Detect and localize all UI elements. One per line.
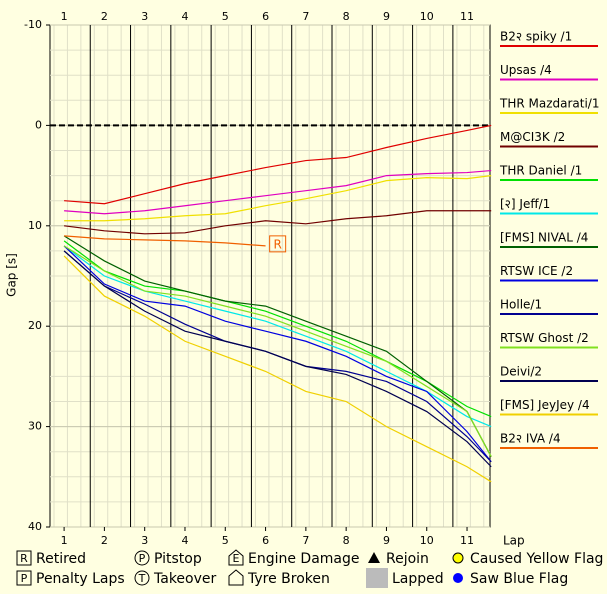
key-symbol: P <box>21 572 28 585</box>
x-tick-label: 1 <box>61 534 68 547</box>
x-tick-label: 9 <box>383 534 390 547</box>
series-line <box>64 210 492 235</box>
x-tick-label-top: 2 <box>101 10 108 23</box>
key-label: Penalty Laps <box>36 571 125 587</box>
key-symbol: P <box>139 552 146 565</box>
x-tick-label: 10 <box>420 534 434 547</box>
series-line <box>64 235 266 247</box>
x-tick-label: 7 <box>302 534 309 547</box>
x-tick-label-top: 3 <box>141 10 148 23</box>
legend-label: THR Daniel /1 <box>499 164 582 178</box>
x-tick-label-top: 11 <box>460 10 474 23</box>
key-label: Pitstop <box>154 551 202 567</box>
key-label: Engine Damage <box>248 551 360 567</box>
legend-label: THR Mazdarati/1 <box>499 97 600 111</box>
key-symbol: R <box>20 552 28 565</box>
y-tick-label: 20 <box>28 319 42 332</box>
series-line <box>63 245 492 463</box>
legend-label: [FMS] JeyJey /4 <box>500 398 590 412</box>
key-icon <box>228 549 244 566</box>
key-icon <box>16 570 32 586</box>
legend-label: B2२ spiky /1 <box>500 30 572 44</box>
legend-label: B2२ IVA /4 <box>500 432 561 446</box>
key-label: Takeover <box>153 571 216 587</box>
legend-label: Holle/1 <box>500 298 542 312</box>
marker-label: R <box>273 237 281 251</box>
x-tick-label: 4 <box>181 534 188 547</box>
series-line <box>63 245 492 428</box>
x-tick-label-top: 10 <box>420 10 434 23</box>
x-tick-label-top: 8 <box>343 10 350 23</box>
y-axis-label: Gap [s] <box>5 253 19 297</box>
x-tick-label-top: 6 <box>262 10 269 23</box>
x-tick-label: 2 <box>101 534 108 547</box>
series-line <box>64 175 492 222</box>
key-label: Retired <box>36 551 86 567</box>
series-line <box>64 124 492 205</box>
x-tick-label-top: 9 <box>383 10 390 23</box>
key-icon <box>134 570 150 586</box>
key-icon <box>228 569 244 586</box>
series-line <box>63 235 492 458</box>
key-icon <box>366 568 388 588</box>
x-tick-label-top: 1 <box>61 10 68 23</box>
legend-label: [FMS] NIVAL /4 <box>500 231 588 245</box>
key-icon <box>453 573 463 583</box>
marker-box <box>269 235 287 253</box>
key-icon <box>16 550 32 566</box>
y-tick-label: 10 <box>28 219 42 232</box>
legend-label: Upsas /4 <box>500 63 552 77</box>
key-symbol: E <box>233 552 240 565</box>
series-line <box>63 250 492 468</box>
legend-label: Deivi/2 <box>500 365 542 379</box>
x-tick-label: 5 <box>222 534 229 547</box>
x-tick-label: 11 <box>460 534 474 547</box>
key-icon <box>134 550 150 566</box>
series-line <box>63 245 492 458</box>
x-tick-label-top: 7 <box>302 10 309 23</box>
series-line <box>63 240 492 418</box>
key-label: Tyre Broken <box>247 571 330 587</box>
y-tick-label: 30 <box>28 420 42 433</box>
key-label: Saw Blue Flag <box>470 571 568 587</box>
key-label: Caused Yellow Flag <box>470 551 603 567</box>
x-tick-label-top: 4 <box>181 10 188 23</box>
legend-label: [२] Jeff/1 <box>500 197 550 211</box>
y-tick-label: 40 <box>28 520 42 533</box>
key-icon <box>452 552 464 564</box>
key-icon <box>368 552 380 563</box>
key-label: Rejoin <box>386 551 429 567</box>
series-line <box>63 255 492 483</box>
legend-label: RTSW Ghost /2 <box>500 331 589 345</box>
legend-label: M@CI3K /2 <box>500 130 565 144</box>
key-label: Lapped <box>392 571 444 587</box>
x-axis-label: Lap <box>503 534 525 548</box>
series-line <box>64 169 492 215</box>
y-tick-label: 0 <box>35 118 42 131</box>
legend-label: RTSW ICE /2 <box>500 264 573 278</box>
x-tick-label: 8 <box>343 534 350 547</box>
key-symbol: T <box>138 572 146 585</box>
x-tick-label: 6 <box>262 534 269 547</box>
y-tick-label: -10 <box>24 18 42 31</box>
x-tick-label: 3 <box>141 534 148 547</box>
x-tick-label-top: 5 <box>222 10 229 23</box>
